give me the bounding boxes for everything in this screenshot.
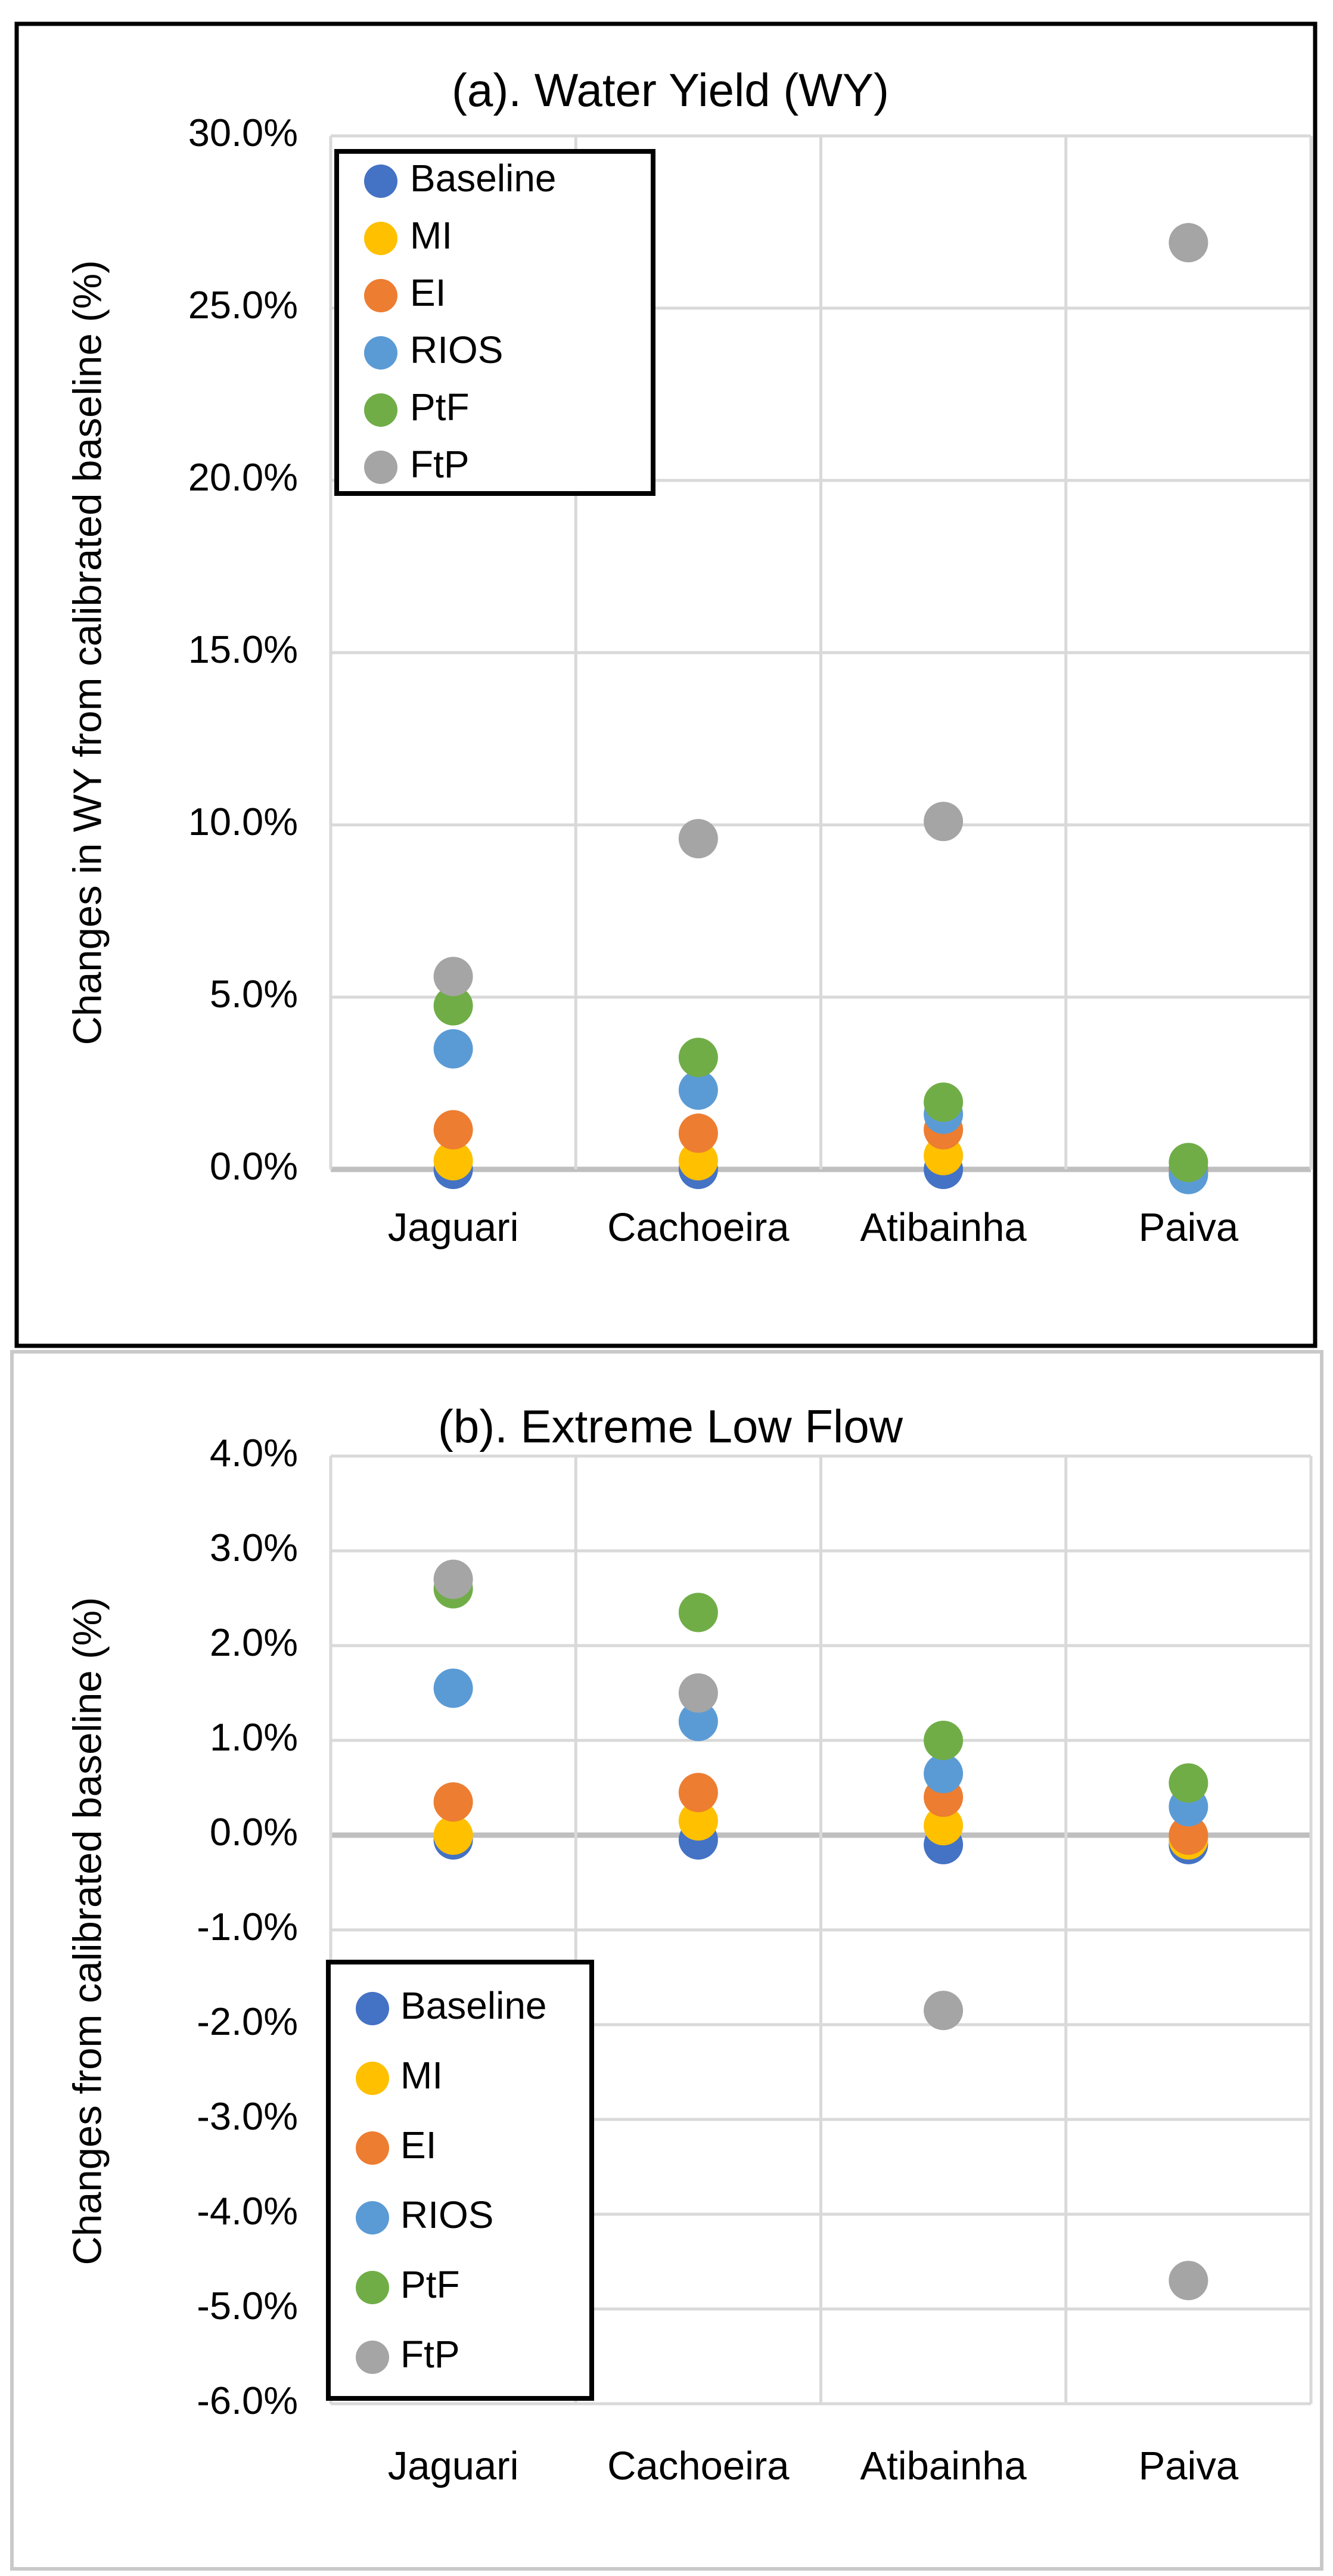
data-point-ptf-atibainha (924, 1721, 964, 1760)
legend-marker-rios (364, 336, 397, 370)
legend-marker-ei (364, 279, 397, 312)
data-point-mi-jaguari (433, 1141, 473, 1181)
y-tick-label: -1.0% (197, 1905, 298, 1948)
y-tick-label: 1.0% (210, 1715, 298, 1759)
data-point-ftp-paiva (1169, 2261, 1208, 2301)
legend-b (326, 1960, 594, 2401)
data-point-ptf-paiva (1169, 1143, 1208, 1183)
y-tick-label: 20.0% (188, 455, 298, 499)
data-point-ftp-jaguari (433, 1559, 473, 1599)
data-point-ftp-jaguari (433, 957, 473, 997)
legend-label-mi: MI (400, 2054, 443, 2097)
data-point-ftp-atibainha (924, 802, 964, 842)
legend-marker-baseline (364, 165, 397, 198)
legend-marker-ei (356, 2131, 389, 2165)
y-tick-label: 2.0% (210, 1621, 298, 1664)
y-tick-label: -3.0% (197, 2094, 298, 2138)
data-point-rios-atibainha (924, 1753, 964, 1793)
x-category-label-jaguari: Jaguari (388, 1205, 519, 1250)
x-category-label-atibainha: Atibainha (860, 1205, 1027, 1250)
data-point-ei-cachoeira (678, 1773, 718, 1812)
legend-marker-ptf (364, 393, 397, 427)
legend-marker-mi (364, 222, 397, 255)
data-point-ptf-cachoeira (678, 1038, 718, 1078)
panel-a-border (14, 21, 1318, 1348)
legend-label-rios: RIOS (400, 2193, 493, 2236)
legend-marker-baseline (356, 1992, 389, 2025)
y-tick-label: 4.0% (210, 1431, 298, 1475)
chart-title-b: (b). Extreme Low Flow (438, 1400, 903, 1453)
legend-label-ftp: FtP (400, 2333, 460, 2376)
data-point-ftp-cachoeira (678, 1673, 718, 1713)
y-tick-label: 5.0% (210, 972, 298, 1016)
data-point-rios-jaguari (433, 1029, 473, 1069)
y-tick-label: -5.0% (197, 2284, 298, 2327)
data-point-ei-paiva (1169, 1815, 1208, 1855)
legend-label-rios: RIOS (410, 328, 503, 371)
legend-marker-mi (356, 2062, 389, 2095)
y-tick-label: -2.0% (197, 2000, 298, 2043)
y-tick-label: -6.0% (197, 2379, 298, 2422)
data-point-rios-jaguari (433, 1668, 473, 1708)
y-axis-title-a: Changes in WY from calibrated baseline (… (66, 260, 110, 1045)
x-category-label-cachoeira: Cachoeira (607, 1205, 790, 1250)
legend-label-baseline: Baseline (410, 157, 557, 200)
data-point-rios-cachoeira (678, 1070, 718, 1110)
y-tick-label: 15.0% (188, 628, 298, 671)
legend-a (334, 149, 655, 496)
data-point-mi-atibainha (924, 1806, 964, 1846)
y-tick-label: 30.0% (188, 111, 298, 154)
y-tick-label: 25.0% (188, 283, 298, 327)
data-point-ei-cachoeira (678, 1113, 718, 1153)
y-tick-label: 10.0% (188, 800, 298, 843)
legend-label-ftp: FtP (410, 443, 470, 486)
legend-label-ei: EI (400, 2124, 436, 2167)
legend-label-ptf: PtF (400, 2263, 460, 2306)
data-point-ptf-jaguari (433, 986, 473, 1026)
data-point-ftp-atibainha (924, 1991, 964, 2031)
x-category-label-cachoeira: Cachoeira (607, 2444, 790, 2488)
data-point-rios-cachoeira (678, 1702, 718, 1742)
x-category-label-paiva: Paiva (1139, 1205, 1239, 1250)
legend-marker-rios (356, 2201, 389, 2234)
data-point-mi-cachoeira (678, 1801, 718, 1841)
data-point-ptf-atibainha (924, 1082, 964, 1122)
data-point-ei-jaguari (433, 1110, 473, 1150)
y-tick-label: 3.0% (210, 1526, 298, 1569)
data-point-ptf-cachoeira (678, 1593, 718, 1632)
legend-label-ptf: PtF (410, 386, 470, 429)
chart-title-a: (a). Water Yield (WY) (452, 64, 889, 116)
y-tick-label: 0.0% (210, 1810, 298, 1854)
x-category-label-atibainha: Atibainha (860, 2444, 1027, 2488)
y-axis-title-b: Changes from calibrated baseline (%) (66, 1597, 110, 2265)
y-tick-label: 0.0% (210, 1144, 298, 1188)
data-point-ftp-cachoeira (678, 819, 718, 859)
legend-marker-ftp (364, 451, 397, 484)
legend-label-baseline: Baseline (400, 1984, 547, 2027)
data-point-mi-cachoeira (678, 1141, 718, 1181)
legend-marker-ptf (356, 2271, 389, 2304)
data-point-ftp-paiva (1169, 223, 1208, 263)
panel-b-border (10, 1350, 1323, 2571)
x-category-label-jaguari: Jaguari (388, 2444, 519, 2488)
data-point-ptf-paiva (1169, 1763, 1208, 1803)
data-point-ei-jaguari (433, 1782, 473, 1822)
legend-marker-ftp (356, 2341, 389, 2374)
data-point-mi-jaguari (433, 1815, 473, 1855)
legend-label-mi: MI (410, 214, 452, 257)
y-tick-label: -4.0% (197, 2189, 298, 2233)
legend-label-ei: EI (410, 271, 446, 314)
x-category-label-paiva: Paiva (1139, 2444, 1239, 2488)
